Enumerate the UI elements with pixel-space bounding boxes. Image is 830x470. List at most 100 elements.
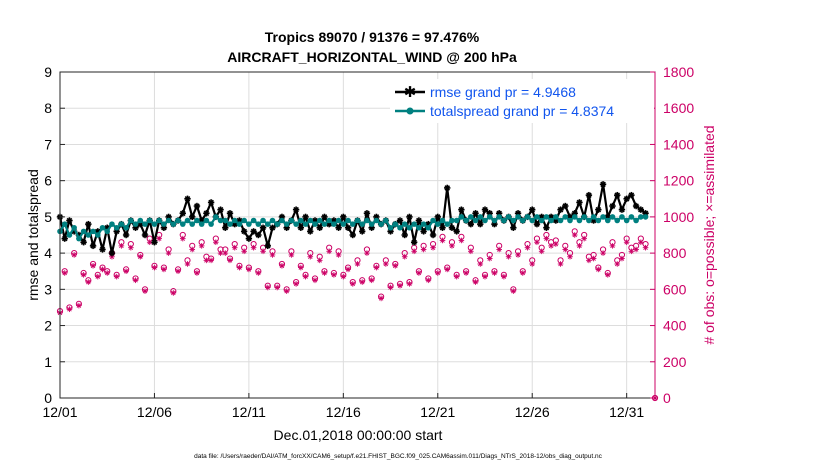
- obs-assimilated-point: [236, 264, 243, 271]
- asterisk-stroke: [171, 290, 176, 296]
- obs-assimilated-point: [175, 268, 181, 275]
- totalspread-point: [123, 224, 129, 231]
- totalspread-point: [553, 214, 559, 220]
- rmse-point: [472, 210, 479, 217]
- asterisk-stroke: [539, 249, 544, 254]
- asterisk-stroke: [256, 270, 261, 276]
- rmse-point: [533, 220, 541, 228]
- rmse-point: [141, 231, 149, 239]
- obs-assimilated-point: [274, 284, 281, 291]
- legend-spread-marker: [406, 107, 414, 115]
- obs-assimilated-point: [364, 250, 370, 256]
- obs-assimilated-point: [515, 252, 521, 258]
- asterisk-stroke: [213, 239, 219, 245]
- totalspread-point: [401, 221, 408, 227]
- obs-assimilated-point: [123, 268, 129, 275]
- y-axis-label-left: rmse and totalspread: [25, 169, 41, 301]
- rmse-point: [189, 213, 196, 221]
- totalspread-point: [213, 214, 219, 220]
- asterisk-stroke: [67, 306, 72, 312]
- asterisk-stroke: [265, 285, 271, 290]
- obs-assimilated-point: [581, 235, 587, 242]
- totalspread-point: [298, 217, 304, 224]
- rmse-point: [410, 239, 418, 246]
- asterisk-stroke: [123, 268, 129, 274]
- totalspread-point: [524, 214, 531, 220]
- obs-assimilated-point: [349, 281, 356, 287]
- rmse-point: [321, 213, 328, 221]
- asterisk-stroke: [359, 279, 365, 285]
- asterisk-stroke: [109, 250, 115, 256]
- rmse-point: [477, 220, 484, 228]
- obs-assimilated-point: [595, 266, 602, 273]
- rmse-point: [453, 228, 460, 235]
- asterisk-stroke: [307, 228, 314, 235]
- obs-assimilated-point: [165, 250, 172, 256]
- asterisk-stroke: [179, 210, 186, 217]
- asterisk-stroke: [388, 285, 393, 290]
- asterisk-stroke: [458, 206, 465, 213]
- totalspread-point: [76, 235, 82, 242]
- rmse-point: [217, 206, 224, 213]
- legend-rmse-marker: ✱: [404, 84, 417, 101]
- obs-assimilated-point: [208, 257, 214, 264]
- obs-assimilated-point: [439, 237, 446, 244]
- asterisk-stroke: [326, 249, 332, 254]
- asterisk-stroke: [605, 272, 611, 278]
- asterisk-stroke: [449, 243, 455, 249]
- totalspread-point: [472, 217, 479, 224]
- totalspread-point: [137, 217, 144, 224]
- obs-assimilated-point: [430, 244, 436, 251]
- rmse-point: [637, 206, 645, 213]
- obs-assimilated-point: [288, 252, 295, 258]
- rmse-point: [439, 224, 446, 231]
- rmse-point: [595, 206, 602, 213]
- totalspread-point: [416, 224, 422, 231]
- totalspread-point: [203, 217, 210, 224]
- totalspread-point: [534, 214, 540, 220]
- rmse-point: [359, 228, 366, 235]
- asterisk-stroke: [246, 235, 252, 242]
- rmse-point: [458, 206, 465, 213]
- asterisk-stroke: [147, 239, 153, 245]
- legend: ✱ rmse grand pr = 4.9468 totalspread gra…: [390, 79, 654, 123]
- obs-assimilated-point: [557, 261, 564, 267]
- rmse-point: [349, 231, 356, 239]
- obs-assimilated-point: [411, 248, 417, 255]
- asterisk-stroke: [114, 274, 119, 279]
- asterisk-stroke: [232, 245, 238, 250]
- obs-assimilated-point: [586, 257, 592, 264]
- asterisk-stroke: [90, 263, 96, 269]
- obs-assimilated-point: [156, 235, 162, 242]
- totalspread-point: [198, 221, 205, 227]
- obs-assimilated-point: [293, 281, 299, 287]
- legend-spread-label: totalspread grand pr = 4.8374: [430, 103, 614, 119]
- asterisk-stroke: [520, 270, 526, 276]
- asterisk-stroke: [534, 221, 540, 227]
- totalspread-point: [600, 214, 606, 220]
- asterisk-stroke: [444, 267, 450, 272]
- rmse-point: [406, 213, 413, 221]
- totalspread-point: [538, 217, 545, 224]
- chart-title: Tropics 89070 / 91376 = 97.476%: [265, 29, 480, 45]
- totalspread-point: [623, 217, 630, 224]
- asterisk-stroke: [355, 261, 360, 267]
- obs-count-series: [56, 228, 659, 402]
- obs-assimilated-point: [359, 279, 366, 285]
- obs-assimilated-point: [194, 270, 200, 276]
- y-tick-label-right: 1000: [663, 209, 694, 225]
- totalspread-point: [132, 221, 139, 227]
- x-tick-label: 12/06: [137, 404, 172, 420]
- rmse-point: [448, 224, 456, 231]
- y-tick-label-right: 1200: [663, 173, 694, 189]
- totalspread-point: [340, 221, 347, 227]
- asterisk-stroke: [340, 214, 347, 220]
- rmse-point: [250, 228, 257, 235]
- totalspread-point: [595, 217, 602, 224]
- obs-assimilated-point: [312, 277, 318, 284]
- y-axis-label-right: # of obs: o=possible; ×=assimilated: [701, 125, 717, 344]
- rmse-point: [585, 191, 593, 199]
- totalspread-point: [184, 217, 191, 224]
- rmse-point: [184, 195, 191, 202]
- obs-assimilated-point: [302, 273, 309, 280]
